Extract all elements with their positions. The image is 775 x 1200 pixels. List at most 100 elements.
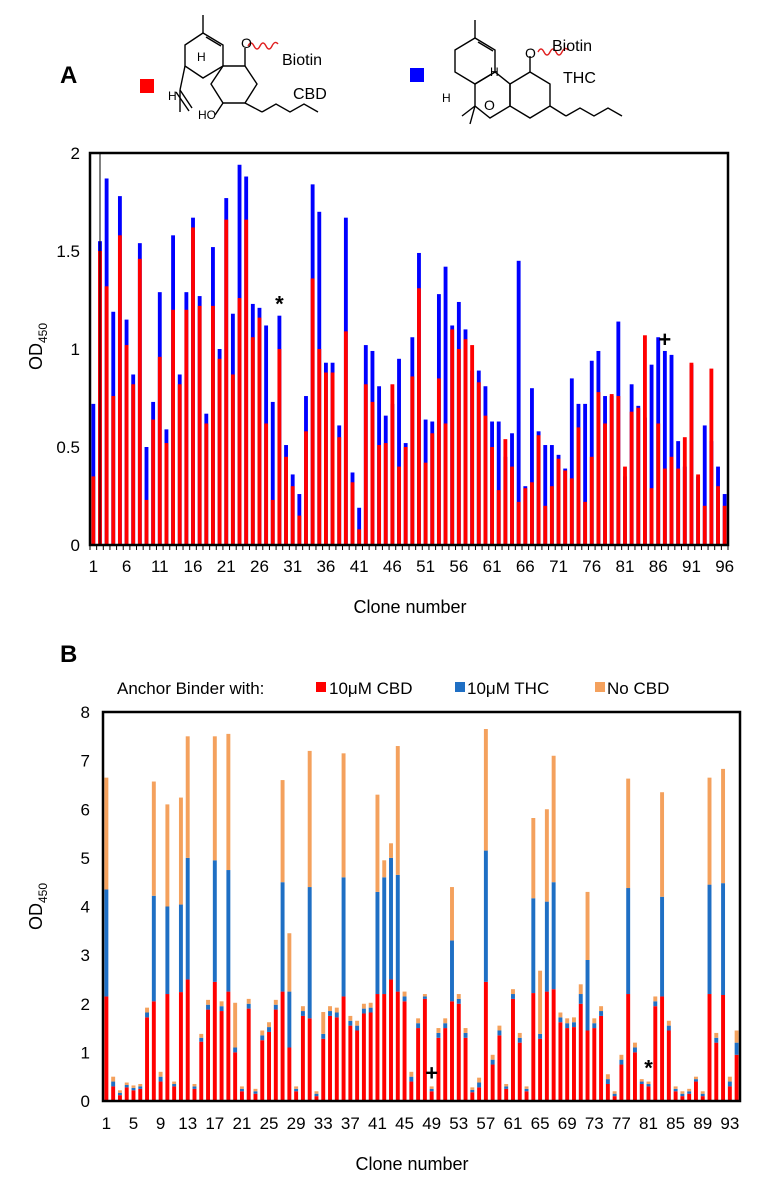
chart-a-x-tick-label: 51 <box>416 557 435 576</box>
chart-a-thc-bar <box>669 354 674 545</box>
chart-b-thc-segment <box>477 1082 482 1088</box>
chart-b-thc-segment <box>151 895 156 1002</box>
chart-a-x-tick-label: 31 <box>283 557 302 576</box>
chart-b-no-cbd-segment <box>653 996 658 1002</box>
chart-a-x-tick-label: 6 <box>122 557 131 576</box>
chart-a-cbd-bar <box>523 488 528 545</box>
chart-b-thc-segment <box>355 1025 360 1031</box>
chart-a-thc-bar <box>702 425 707 545</box>
chart-b-no-cbd-segment <box>151 781 156 896</box>
chart-a-y-tick-label: 1 <box>71 340 80 359</box>
chart-b-no-cbd-segment <box>328 1006 332 1012</box>
chart-b-x-axis-label: Clone number <box>355 1154 468 1174</box>
chart-a-thc-bar <box>270 401 275 545</box>
chart-b-thc-segment <box>395 874 400 992</box>
chart-a-y-tick-label: 1.5 <box>56 242 80 261</box>
chart-b-no-cbd-segment <box>707 777 712 885</box>
chart-b-thc-segment <box>714 1037 719 1043</box>
chart-a-cbd-bar <box>470 345 475 545</box>
chart-b-x-tick-label: 5 <box>129 1114 138 1133</box>
chart-b-cbd-segment <box>734 1054 739 1101</box>
chart-b-cbd-segment <box>653 1006 658 1101</box>
chart-b-no-cbd-segment <box>300 1006 305 1012</box>
chart-b-no-cbd-segment <box>334 1007 339 1013</box>
chart-b-thc-segment <box>185 857 190 980</box>
chart-b-thc-segment <box>260 1035 265 1041</box>
chart-a-cbd-bar <box>164 443 169 545</box>
panel-a-label: A <box>60 62 77 89</box>
chart-b-cbd-segment <box>673 1091 678 1101</box>
chart-b-no-cbd-segment <box>443 1018 448 1024</box>
chart-a-cbd-bar <box>536 435 541 545</box>
chart-b-no-cbd-segment <box>599 1006 604 1012</box>
chart-b-cbd-segment <box>727 1086 732 1101</box>
chart-b-no-cbd-segment <box>111 1076 116 1082</box>
chart-b-thc-segment <box>436 1032 441 1038</box>
chart-b-thc-segment <box>666 1025 671 1031</box>
chart-b-cbd-segment <box>578 1003 583 1101</box>
chart-a-cbd-bar <box>124 345 129 545</box>
chart-a-y-tick-label: 0 <box>71 536 80 555</box>
chart-b-cbd-segment <box>273 1009 278 1101</box>
chart-b-thc-segment <box>511 994 515 999</box>
chart-b-no-cbd-segment <box>145 1007 150 1013</box>
chart-a-x-tick-label: 46 <box>383 557 402 576</box>
chart-b-thc-segment <box>653 1001 658 1007</box>
chart-b-cbd-segment <box>680 1096 685 1101</box>
chart-a-thc-bar <box>649 364 654 545</box>
chart-b-cbd-segment <box>287 1047 292 1101</box>
chart-b-no-cbd-segment <box>260 1030 265 1036</box>
chart-b-no-cbd-segment <box>233 1002 238 1048</box>
chart-a-cbd-bar <box>184 309 189 545</box>
chart-b-no-cbd-segment <box>422 994 427 997</box>
chart-b-thc-segment <box>158 1076 163 1082</box>
chart-b-thc-segment <box>334 1012 339 1018</box>
chart-b-thc-segment <box>578 994 583 1004</box>
chart-a-cbd-bar <box>250 337 255 545</box>
chart-b-no-cbd-segment <box>626 778 631 889</box>
chart-a-cbd-bar <box>284 456 288 545</box>
chart-b-thc-segment <box>538 1033 543 1039</box>
chart-b-thc-segment <box>341 877 346 997</box>
chart-b-cbd-segment <box>517 1042 522 1101</box>
chart-a-cbd-bar <box>264 423 269 545</box>
chart-b-cbd-segment <box>422 998 427 1101</box>
chart-b-cbd-segment <box>707 994 712 1101</box>
chart-b-x-tick-label: 1 <box>102 1114 111 1133</box>
chart-b-thc-segment <box>429 1088 434 1092</box>
chart-b-no-cbd-segment <box>104 777 109 890</box>
cbd-o-atom: O <box>241 35 252 51</box>
chart-b-cbd-segment <box>124 1087 129 1101</box>
chart-b-cbd-segment <box>382 994 387 1101</box>
chart-b-thc-segment <box>321 1033 326 1039</box>
chart-a-cbd-bar <box>403 447 408 545</box>
chart-b-x-tick-label: 33 <box>314 1114 333 1133</box>
chart-b-thc-segment <box>456 998 461 1004</box>
chart-b-no-cbd-segment <box>538 970 543 1034</box>
cbd-biotin-label: Biotin <box>282 52 322 69</box>
chart-b-cbd-segment <box>294 1091 299 1101</box>
chart-a-x-tick-label: 71 <box>549 557 568 576</box>
chart-a-cbd-bar <box>117 235 122 545</box>
chart-b-thc-segment <box>199 1037 204 1042</box>
chart-b-thc-segment <box>172 1083 177 1087</box>
chart-b-no-cbd-segment <box>592 1018 597 1024</box>
chart-b-cbd-segment <box>151 1001 156 1101</box>
chart-a: 00.511.521 6 11 16 21 26 31 36 41 46 51 56 61 66 71 76 8… <box>56 144 734 576</box>
chart-b-cbd-segment <box>409 1081 414 1101</box>
chart-a-thc-bar <box>496 421 501 545</box>
chart-b-thc-segment <box>599 1011 604 1016</box>
chart-b-cbd-segment <box>511 998 515 1101</box>
chart-a-cbd-bar <box>629 411 634 545</box>
chart-a-cbd-bar <box>516 501 521 545</box>
chart-b-thc-segment <box>280 882 285 992</box>
chart-b-thc-segment <box>585 959 590 1031</box>
chart-b-x-tick-label: 65 <box>531 1114 550 1133</box>
chart-a-cbd-bar <box>131 384 136 545</box>
chart-b-cbd-segment <box>483 981 488 1101</box>
chart-b-no-cbd-segment <box>687 1088 692 1092</box>
chart-b-cbd-segment <box>585 1030 590 1101</box>
thc-o-atom: O <box>525 45 536 61</box>
chart-b-no-cbd-segment <box>212 736 217 861</box>
chart-b-cbd-segment <box>687 1093 692 1101</box>
